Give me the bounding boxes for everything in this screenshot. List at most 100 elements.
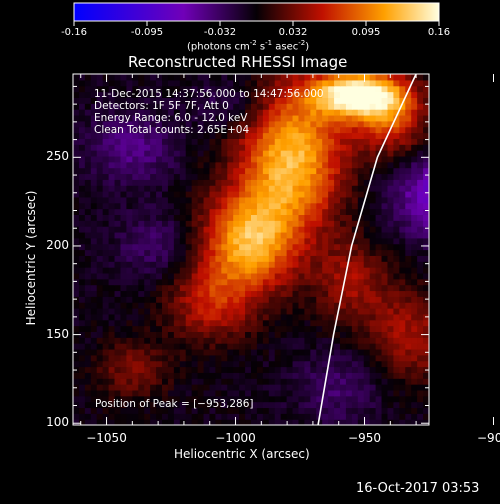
- heatmap-cell: [138, 109, 145, 116]
- heatmap-cell: [387, 208, 394, 215]
- heatmap-cell: [399, 74, 406, 81]
- heatmap-cell: [120, 109, 127, 116]
- heatmap-cell: [328, 249, 335, 256]
- heatmap-cell: [322, 179, 329, 186]
- heatmap-cell: [393, 167, 400, 175]
- heatmap-cell: [274, 419, 282, 425]
- heatmap-cell: [423, 173, 429, 180]
- heatmap-cell: [256, 290, 264, 297]
- heatmap-cell: [203, 237, 211, 245]
- heatmap-cell: [251, 243, 258, 251]
- heatmap-cell: [280, 179, 288, 186]
- heatmap-cell: [203, 226, 211, 233]
- heatmap-cell: [280, 366, 288, 373]
- heatmap-cell: [73, 173, 80, 180]
- heatmap-cell: [185, 144, 193, 151]
- heatmap-cell: [357, 419, 365, 425]
- heatmap-cell: [363, 354, 371, 362]
- heatmap-cell: [179, 267, 187, 274]
- heatmap-cell: [381, 237, 389, 245]
- heatmap-cell: [411, 79, 418, 87]
- heatmap-cell: [73, 231, 80, 239]
- heatmap-cell: [78, 74, 86, 81]
- heatmap-cell: [215, 138, 222, 145]
- heatmap-cell: [156, 214, 163, 221]
- heatmap-cell: [298, 354, 305, 362]
- heatmap-cell: [286, 103, 294, 110]
- heatmap-cell: [120, 419, 127, 425]
- heatmap-cell: [345, 354, 353, 362]
- heatmap-cell: [209, 109, 216, 116]
- heatmap-cell: [132, 348, 139, 356]
- heatmap-cell: [102, 191, 110, 198]
- heatmap-cell: [387, 325, 394, 332]
- heatmap-cell: [78, 109, 86, 116]
- heatmap-cell: [411, 226, 418, 233]
- heatmap-cell: [357, 103, 365, 110]
- heatmap-cell: [387, 407, 394, 414]
- heatmap-cell: [399, 401, 406, 409]
- heatmap-cell: [126, 302, 133, 309]
- heatmap-cell: [351, 372, 359, 379]
- heatmap-cell: [405, 191, 412, 198]
- heatmap-cell: [215, 120, 222, 128]
- heatmap-cell: [132, 126, 139, 134]
- heatmap-cell: [73, 278, 80, 286]
- heatmap-cell: [197, 319, 205, 327]
- heatmap-cell: [96, 360, 104, 368]
- heatmap-cell: [292, 79, 300, 87]
- heatmap-cell: [84, 302, 92, 309]
- heatmap-cell: [304, 231, 311, 239]
- heatmap-cell: [215, 267, 222, 274]
- heatmap-cell: [90, 272, 98, 280]
- heatmap-cell: [399, 360, 406, 368]
- heatmap-cell: [150, 296, 157, 303]
- heatmap-cell: [411, 202, 418, 210]
- heatmap-cell: [120, 208, 127, 215]
- heatmap-cell: [126, 325, 133, 332]
- heatmap-cell: [274, 389, 282, 397]
- heatmap-cell: [328, 284, 335, 292]
- heatmap-cell: [369, 354, 377, 362]
- heatmap-cell: [351, 114, 359, 122]
- heatmap-cell: [268, 337, 276, 344]
- heatmap-cell: [132, 255, 139, 262]
- heatmap-cell: [239, 378, 246, 385]
- heatmap-cell: [96, 220, 104, 227]
- heatmap-cell: [215, 261, 222, 268]
- heatmap-cell: [298, 185, 305, 192]
- heatmap-cell: [399, 389, 406, 397]
- heatmap-cell: [96, 208, 104, 215]
- heatmap-cell: [363, 91, 371, 98]
- heatmap-cell: [393, 284, 400, 292]
- heatmap-cell: [310, 372, 317, 379]
- heatmap-cell: [185, 366, 193, 373]
- heatmap-cell: [150, 308, 157, 315]
- heatmap-cell: [328, 79, 335, 87]
- heatmap-cell: [221, 343, 228, 350]
- heatmap-cell: [262, 220, 270, 227]
- heatmap-cell: [399, 185, 406, 192]
- heatmap-cell: [286, 208, 294, 215]
- heatmap-cell: [156, 120, 163, 128]
- heatmap-cell: [256, 208, 264, 215]
- heatmap-cell: [340, 226, 347, 233]
- heatmap-cell: [245, 272, 252, 280]
- heatmap-cell: [144, 196, 151, 204]
- heatmap-cell: [156, 343, 163, 350]
- heatmap-cell: [203, 109, 211, 116]
- heatmap-cell: [322, 85, 329, 93]
- heatmap-cell: [357, 325, 365, 332]
- heatmap-cell: [138, 202, 145, 210]
- heatmap-cell: [120, 138, 127, 145]
- heatmap-cell: [108, 272, 116, 280]
- heatmap-cell: [423, 419, 429, 425]
- heatmap-cell: [167, 144, 175, 151]
- heatmap-cell: [375, 126, 383, 134]
- heatmap-cell: [340, 91, 347, 98]
- heatmap-cell: [369, 337, 377, 344]
- heatmap-cell: [423, 208, 429, 215]
- heatmap-cell: [78, 290, 86, 297]
- heatmap-cell: [138, 372, 145, 379]
- heatmap-cell: [340, 109, 347, 116]
